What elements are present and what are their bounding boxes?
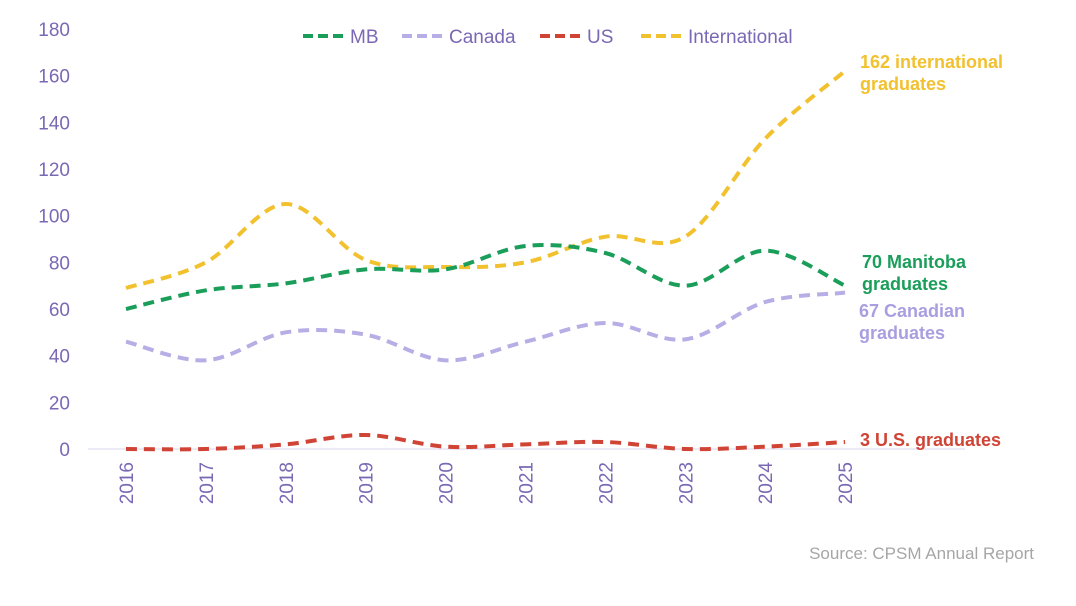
x-tick-label: 2017 — [197, 462, 218, 504]
annotation-mb: 70 Manitoba graduates — [862, 252, 967, 294]
y-tick-label: 140 — [38, 113, 70, 134]
y-tick-label: 180 — [38, 20, 70, 41]
legend-label: MB — [350, 27, 379, 48]
legend-item-canada: Canada — [402, 27, 516, 48]
y-tick-label: 80 — [49, 253, 70, 274]
x-tick-label: 2019 — [357, 462, 378, 504]
legend-item-mb: MB — [303, 27, 379, 48]
y-tick-label: 0 — [59, 440, 70, 461]
x-tick-label: 2024 — [756, 462, 777, 505]
series-line-international — [125, 69, 847, 290]
x-tick-label: 2020 — [437, 462, 458, 504]
series-line-canada — [125, 290, 846, 363]
y-tick-label: 20 — [49, 393, 70, 414]
x-tick-label: 2018 — [277, 462, 298, 504]
y-tick-label: 160 — [38, 67, 70, 88]
annotation-canada: 67 Canadian graduates — [859, 301, 965, 343]
legend-item-international: International — [641, 27, 793, 48]
series-group — [125, 69, 847, 452]
legend-label: US — [587, 27, 613, 48]
series-line-us — [125, 432, 846, 452]
x-tick-label: 2016 — [117, 462, 138, 504]
y-axis: 0 20 40 60 80 100 120 140 160 180 — [38, 20, 70, 461]
x-tick-label: 2025 — [836, 462, 857, 504]
series-line-mb — [125, 243, 846, 311]
annotation-us: 3 U.S. graduates — [860, 430, 1001, 450]
x-tick-label: 2023 — [676, 462, 697, 504]
y-tick-label: 40 — [49, 347, 70, 368]
source-note: Source: CPSM Annual Report — [809, 544, 1034, 563]
x-axis: 2016 2017 2018 2019 2020 2021 2022 2023 2024 2025 — [117, 462, 857, 505]
y-tick-label: 120 — [38, 160, 70, 181]
legend-item-us: US — [540, 27, 613, 48]
x-tick-label: 2021 — [517, 462, 538, 504]
annotation-international: 162 international graduates — [860, 52, 1003, 94]
legend: MB Canada US International — [303, 27, 793, 48]
legend-label: Canada — [449, 27, 516, 48]
x-tick-label: 2022 — [596, 462, 617, 504]
annotations: 162 international graduates 70 Manitoba gra… — [859, 52, 1003, 450]
y-tick-label: 100 — [38, 207, 70, 228]
y-tick-label: 60 — [49, 300, 70, 321]
legend-label: International — [688, 27, 793, 48]
